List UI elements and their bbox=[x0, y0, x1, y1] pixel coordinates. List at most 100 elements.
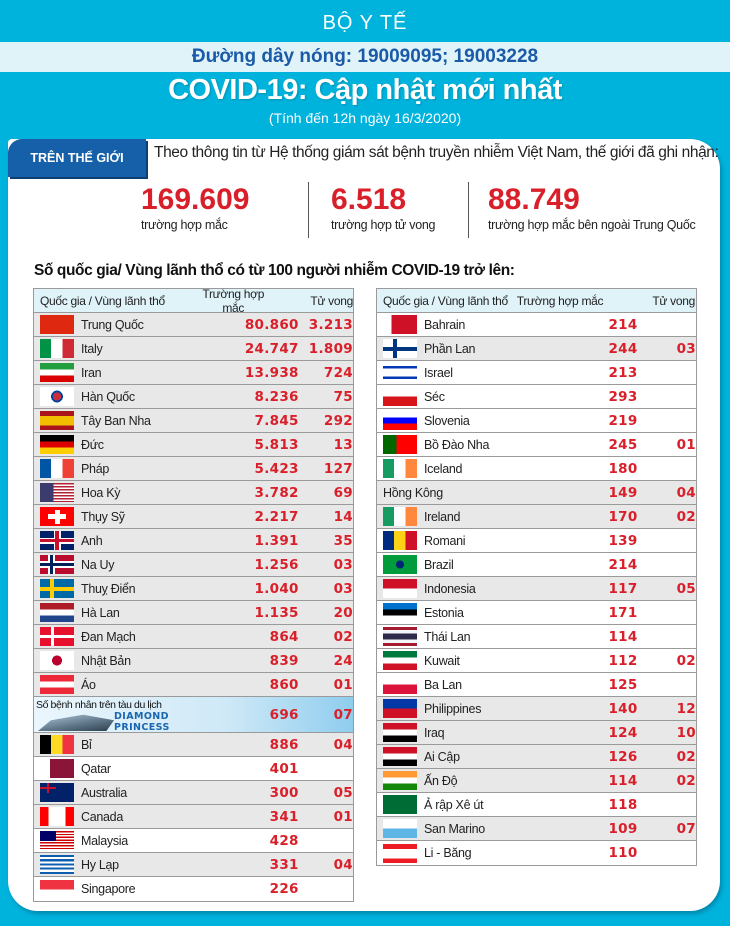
country-cell: Anh bbox=[34, 531, 201, 550]
table-row: Na Uy 1.256 03 bbox=[34, 553, 353, 577]
country-name: Ấn Độ bbox=[424, 773, 458, 788]
india-flag-icon bbox=[383, 771, 417, 790]
country-name: Ireland bbox=[424, 509, 461, 524]
germany-flag-icon bbox=[40, 435, 74, 454]
cases-cell: 114 bbox=[608, 772, 638, 789]
country-cell: Hy Lạp bbox=[34, 855, 201, 874]
table-row: Đan Mạch 864 02 bbox=[34, 625, 353, 649]
cases-cell: 13.938 bbox=[244, 364, 299, 381]
country-name: Anh bbox=[81, 533, 103, 548]
country-name: Na Uy bbox=[81, 557, 115, 572]
country-cell: Ai Cập bbox=[377, 747, 538, 766]
table-row: Tây Ban Nha 7.845 292 bbox=[34, 409, 353, 433]
finland-flag-icon bbox=[383, 339, 417, 358]
country-cell: Bỉ bbox=[34, 735, 201, 754]
table-row: Hoa Kỳ 3.782 69 bbox=[34, 481, 353, 505]
table-row: Hàn Quốc 8.236 75 bbox=[34, 385, 353, 409]
table-row: Ai Cập 126 02 bbox=[377, 745, 696, 769]
table-row: Séc 293 bbox=[377, 385, 696, 409]
table-header: Quốc gia / Vùng lãnh thổ Trường hợp mắc … bbox=[377, 289, 696, 313]
brazil-flag-icon bbox=[383, 555, 417, 574]
diamond-princess-logo: DIAMOND PRINCESS bbox=[114, 711, 170, 733]
country-cell: Bahrain bbox=[377, 315, 538, 334]
sweden-flag-icon bbox=[40, 579, 74, 598]
country-cell: Indonesia bbox=[377, 579, 538, 598]
country-cell: Australia bbox=[34, 783, 201, 802]
japan-flag-icon bbox=[40, 651, 74, 670]
country-name: Thái Lan bbox=[424, 629, 471, 644]
deaths-cell: 13 bbox=[333, 436, 353, 453]
spain-flag-icon bbox=[40, 411, 74, 430]
stat-divider bbox=[468, 182, 469, 238]
cases-cell: 213 bbox=[608, 364, 638, 381]
switzerland-flag-icon bbox=[40, 507, 74, 526]
table-row: Brazil 214 bbox=[377, 553, 696, 577]
country-name: Thuỵ Điển bbox=[81, 581, 136, 596]
cases-cell: 7.845 bbox=[254, 412, 299, 429]
table-row: Singapore 226 bbox=[34, 877, 353, 901]
header-cases: Trường hợp mắc bbox=[516, 293, 604, 308]
stat-value: 6.518 bbox=[331, 183, 407, 216]
deaths-cell: 02 bbox=[676, 748, 696, 765]
cases-cell: 80.860 bbox=[244, 316, 299, 333]
country-name: Slovenia bbox=[424, 413, 470, 428]
cases-cell: 428 bbox=[269, 832, 299, 849]
cases-cell: 300 bbox=[269, 784, 299, 801]
country-name: Iraq bbox=[424, 725, 445, 740]
cases-cell: 149 bbox=[608, 484, 638, 501]
cases-cell: 226 bbox=[269, 881, 299, 897]
ireland-flag-icon bbox=[383, 507, 417, 526]
country-cell: Hàn Quốc bbox=[34, 387, 201, 406]
table-row: Qatar 401 bbox=[34, 757, 353, 781]
cases-cell: 244 bbox=[608, 340, 638, 357]
iceland-flag-icon bbox=[383, 459, 417, 478]
header-deaths: Tử vong bbox=[652, 293, 695, 308]
cases-cell: 180 bbox=[608, 460, 638, 477]
table-row: Iceland 180 bbox=[377, 457, 696, 481]
canada-flag-icon bbox=[40, 807, 74, 826]
cases-cell: 140 bbox=[608, 700, 638, 717]
world-intro-text: Theo thông tin từ Hệ thống giám sát bệnh… bbox=[154, 144, 719, 161]
stat-value: 88.749 bbox=[488, 183, 580, 216]
country-cell: Hà Lan bbox=[34, 603, 201, 622]
malaysia-flag-icon bbox=[40, 831, 74, 850]
deaths-cell: 04 bbox=[333, 856, 353, 873]
denmark-flag-icon bbox=[40, 627, 74, 646]
country-cell: Iraq bbox=[377, 723, 538, 742]
country-name: Israel bbox=[424, 365, 453, 380]
country-cell: Áo bbox=[34, 675, 201, 694]
section-title: Số quốc gia/ Vùng lãnh thổ có từ 100 ngư… bbox=[34, 262, 515, 279]
cruise-ship-icon bbox=[38, 714, 114, 731]
cruise-label: Số bệnh nhân trên tàu du lịch bbox=[36, 699, 162, 711]
table-row: Áo 860 01 bbox=[34, 673, 353, 697]
table-row: Estonia 171 bbox=[377, 601, 696, 625]
table-row: Phần Lan 244 03 bbox=[377, 337, 696, 361]
country-name: Li - Băng bbox=[424, 846, 472, 860]
cases-cell: 170 bbox=[608, 508, 638, 525]
table-row: Iraq 124 10 bbox=[377, 721, 696, 745]
country-name: Đức bbox=[81, 437, 104, 452]
stat-label: trường hợp mắc bên ngoài Trung Quốc bbox=[488, 218, 696, 232]
country-cell: Brazil bbox=[377, 555, 538, 574]
table-row: Số bệnh nhân trên tàu du lịch DIAMOND PRIN… bbox=[34, 697, 353, 733]
deaths-cell: 10 bbox=[676, 724, 696, 741]
saudi-arabia-flag-icon bbox=[383, 795, 417, 814]
country-name: Tây Ban Nha bbox=[81, 413, 151, 428]
country-cell: Singapore bbox=[34, 879, 201, 899]
country-cell: Li - Băng bbox=[377, 843, 538, 863]
cases-cell: 864 bbox=[269, 628, 299, 645]
table-row: Hà Lan 1.135 20 bbox=[34, 601, 353, 625]
austria-flag-icon bbox=[40, 675, 74, 694]
cases-cell: 117 bbox=[608, 580, 638, 597]
san-marino-flag-icon bbox=[383, 819, 417, 838]
country-cell: Slovenia bbox=[377, 411, 538, 430]
country-name: Hoa Kỳ bbox=[81, 485, 121, 500]
deaths-cell: 69 bbox=[333, 484, 353, 501]
country-cell: Ấn Độ bbox=[377, 771, 538, 790]
cases-cell: 126 bbox=[608, 748, 638, 765]
stat-value: 169.609 bbox=[141, 183, 250, 216]
country-name: Pháp bbox=[81, 461, 109, 476]
country-name: Iceland bbox=[424, 461, 463, 476]
country-name: Bỉ bbox=[81, 737, 92, 752]
country-cell: Hồng Kông bbox=[377, 486, 538, 500]
